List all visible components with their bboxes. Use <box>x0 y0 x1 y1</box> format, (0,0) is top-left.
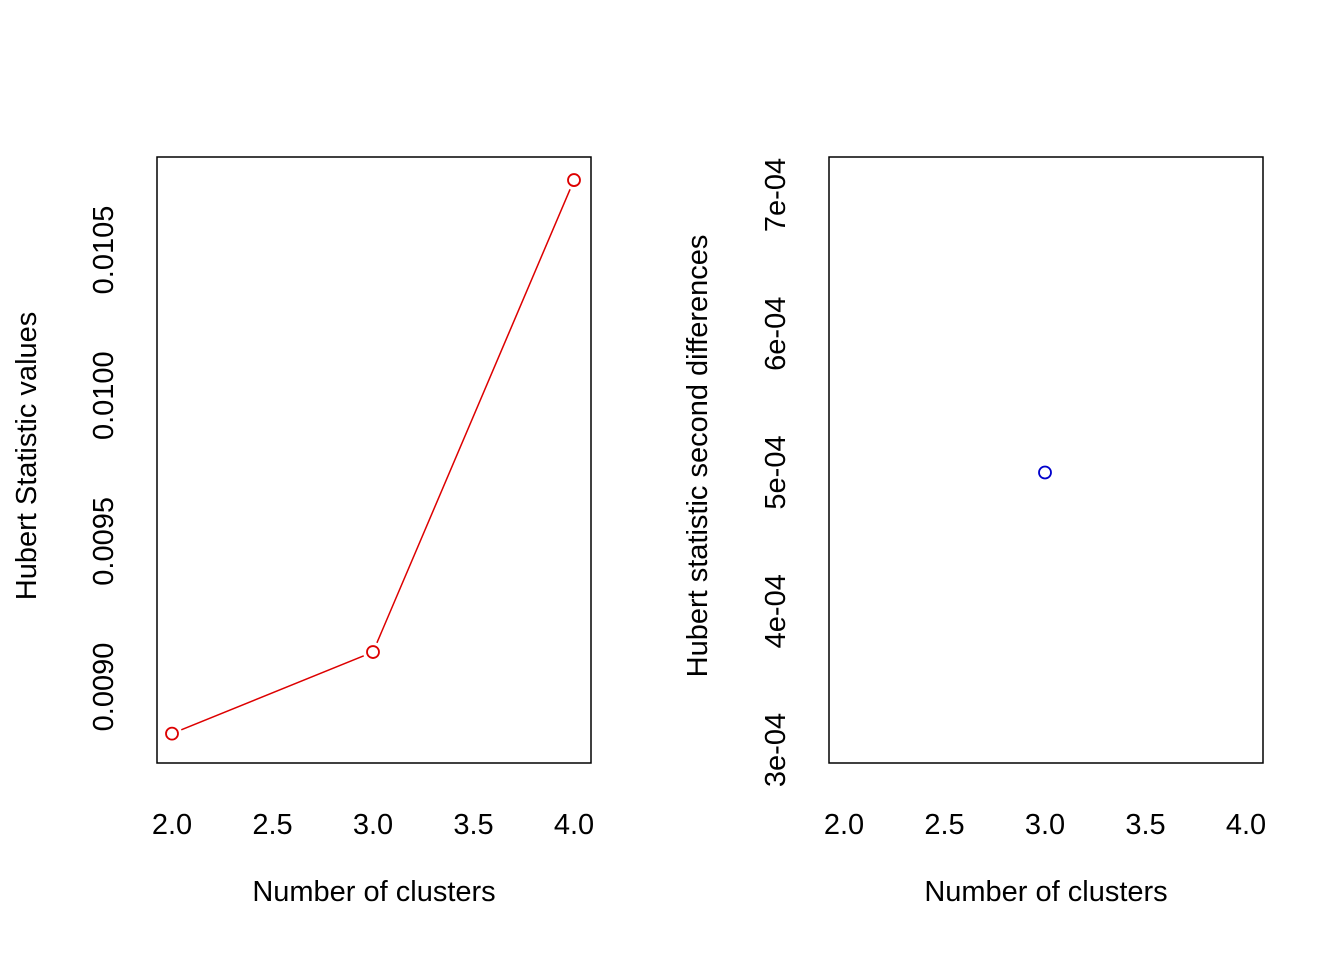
x-tick-label: 3.0 <box>353 809 393 841</box>
x-axis-title: Number of clusters <box>252 876 495 908</box>
x-tick-label: 2.0 <box>152 809 192 841</box>
x-tick-label: 4.0 <box>1226 809 1266 841</box>
x-tick-label: 2.5 <box>924 809 964 841</box>
x-tick-label: 3.5 <box>1125 809 1165 841</box>
y-tick-label: 7e-04 <box>760 158 792 232</box>
y-tick-label: 0.0090 <box>88 643 120 732</box>
plot-frame <box>156 156 592 764</box>
x-axis-title: Number of clusters <box>924 876 1167 908</box>
data-point-marker <box>165 726 179 741</box>
series-line-segment <box>180 655 365 731</box>
hubert-second-diff-panel: 2.0 2.5 3.0 3.5 4.0 3e-04 4e-04 5e-04 6e-04 7e-04… <box>682 156 1266 908</box>
y-tick-label: 6e-04 <box>760 297 792 371</box>
y-tick-label: 3e-04 <box>760 713 792 787</box>
x-tick-label: 4.0 <box>554 809 594 841</box>
y-tick-label: 0.0095 <box>88 497 120 586</box>
x-tick-label: 3.5 <box>453 809 493 841</box>
y-axis-title: Hubert statistic second differences <box>682 235 714 678</box>
y-tick-label: 5e-04 <box>760 435 792 509</box>
data-point-marker <box>567 173 581 187</box>
data-point-marker <box>1038 465 1052 480</box>
x-tick-label: 2.5 <box>252 809 292 841</box>
data-point-marker <box>366 645 380 659</box>
y-tick-label: 0.0105 <box>88 206 120 295</box>
x-tick-label: 3.0 <box>1025 809 1065 841</box>
hubert-values-panel: 2.0 2.5 3.0 3.5 4.0 0.0090 0.0095 0.0100 0.0105 N… <box>11 156 594 908</box>
x-tick-label: 2.0 <box>824 809 864 841</box>
y-axis-title: Hubert Statistic values <box>11 312 43 601</box>
y-tick-label: 4e-04 <box>760 574 792 648</box>
plot-frame <box>828 156 1264 764</box>
series-line-segment <box>376 188 571 644</box>
y-tick-label: 0.0100 <box>88 351 120 440</box>
